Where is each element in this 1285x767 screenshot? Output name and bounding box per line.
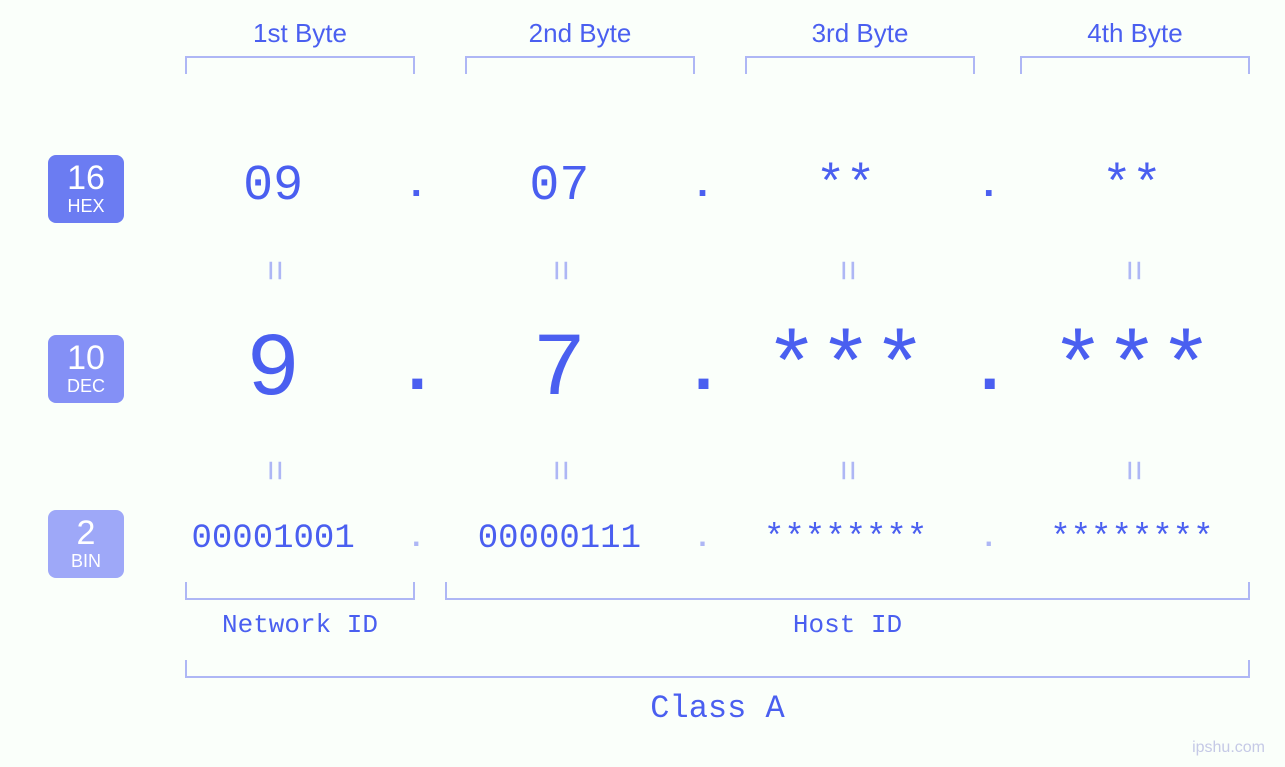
equals-row-1: = = = = [150,250,1255,291]
base-badge-hex: 16 HEX [48,155,124,223]
dot-icon: . [396,164,436,209]
byte-header-4: 4th Byte [1020,18,1250,49]
base-num-hex: 16 [48,161,124,195]
dot-icon: . [683,332,723,411]
row-bin: 00001001 . 00000111 . ******** . *******… [150,520,1255,558]
dot-icon: . [683,164,723,209]
top-bracket-1 [185,56,415,74]
byte-header-2: 2nd Byte [465,18,695,49]
class-label: Class A [185,690,1250,727]
bin-byte-4: ******** [1009,520,1255,558]
top-bracket-4 [1020,56,1250,74]
byte-header-3: 3rd Byte [745,18,975,49]
watermark: ipshu.com [1192,739,1265,757]
bin-byte-2: 00000111 [436,520,682,558]
network-label: Network ID [185,610,415,640]
class-bracket [185,660,1250,678]
dot-icon: . [683,522,723,556]
ip-diagram: 1st Byte 2nd Byte 3rd Byte 4th Byte 16 H… [0,0,1285,767]
base-badge-bin: 2 BIN [48,510,124,578]
top-bracket-2 [465,56,695,74]
equals-row-2: = = = = [150,450,1255,491]
base-label-hex: HEX [48,197,124,215]
top-bracket-3 [745,56,975,74]
base-num-bin: 2 [48,516,124,550]
network-bracket [185,582,415,600]
bin-byte-1: 00001001 [150,520,396,558]
row-hex: 09 . 07 . ** . ** [150,158,1255,215]
byte-header-1: 1st Byte [185,18,415,49]
row-dec: 9 . 7 . *** . *** [150,320,1255,422]
dot-icon: . [969,332,1009,411]
bin-byte-3: ******** [723,520,969,558]
base-badge-dec: 10 DEC [48,335,124,403]
base-label-dec: DEC [48,377,124,395]
host-bracket [445,582,1250,600]
dot-icon: . [396,522,436,556]
dot-icon: . [396,332,436,411]
base-label-bin: BIN [48,552,124,570]
host-label: Host ID [445,610,1250,640]
dot-icon: . [969,522,1009,556]
dot-icon: . [969,164,1009,209]
base-num-dec: 10 [48,341,124,375]
